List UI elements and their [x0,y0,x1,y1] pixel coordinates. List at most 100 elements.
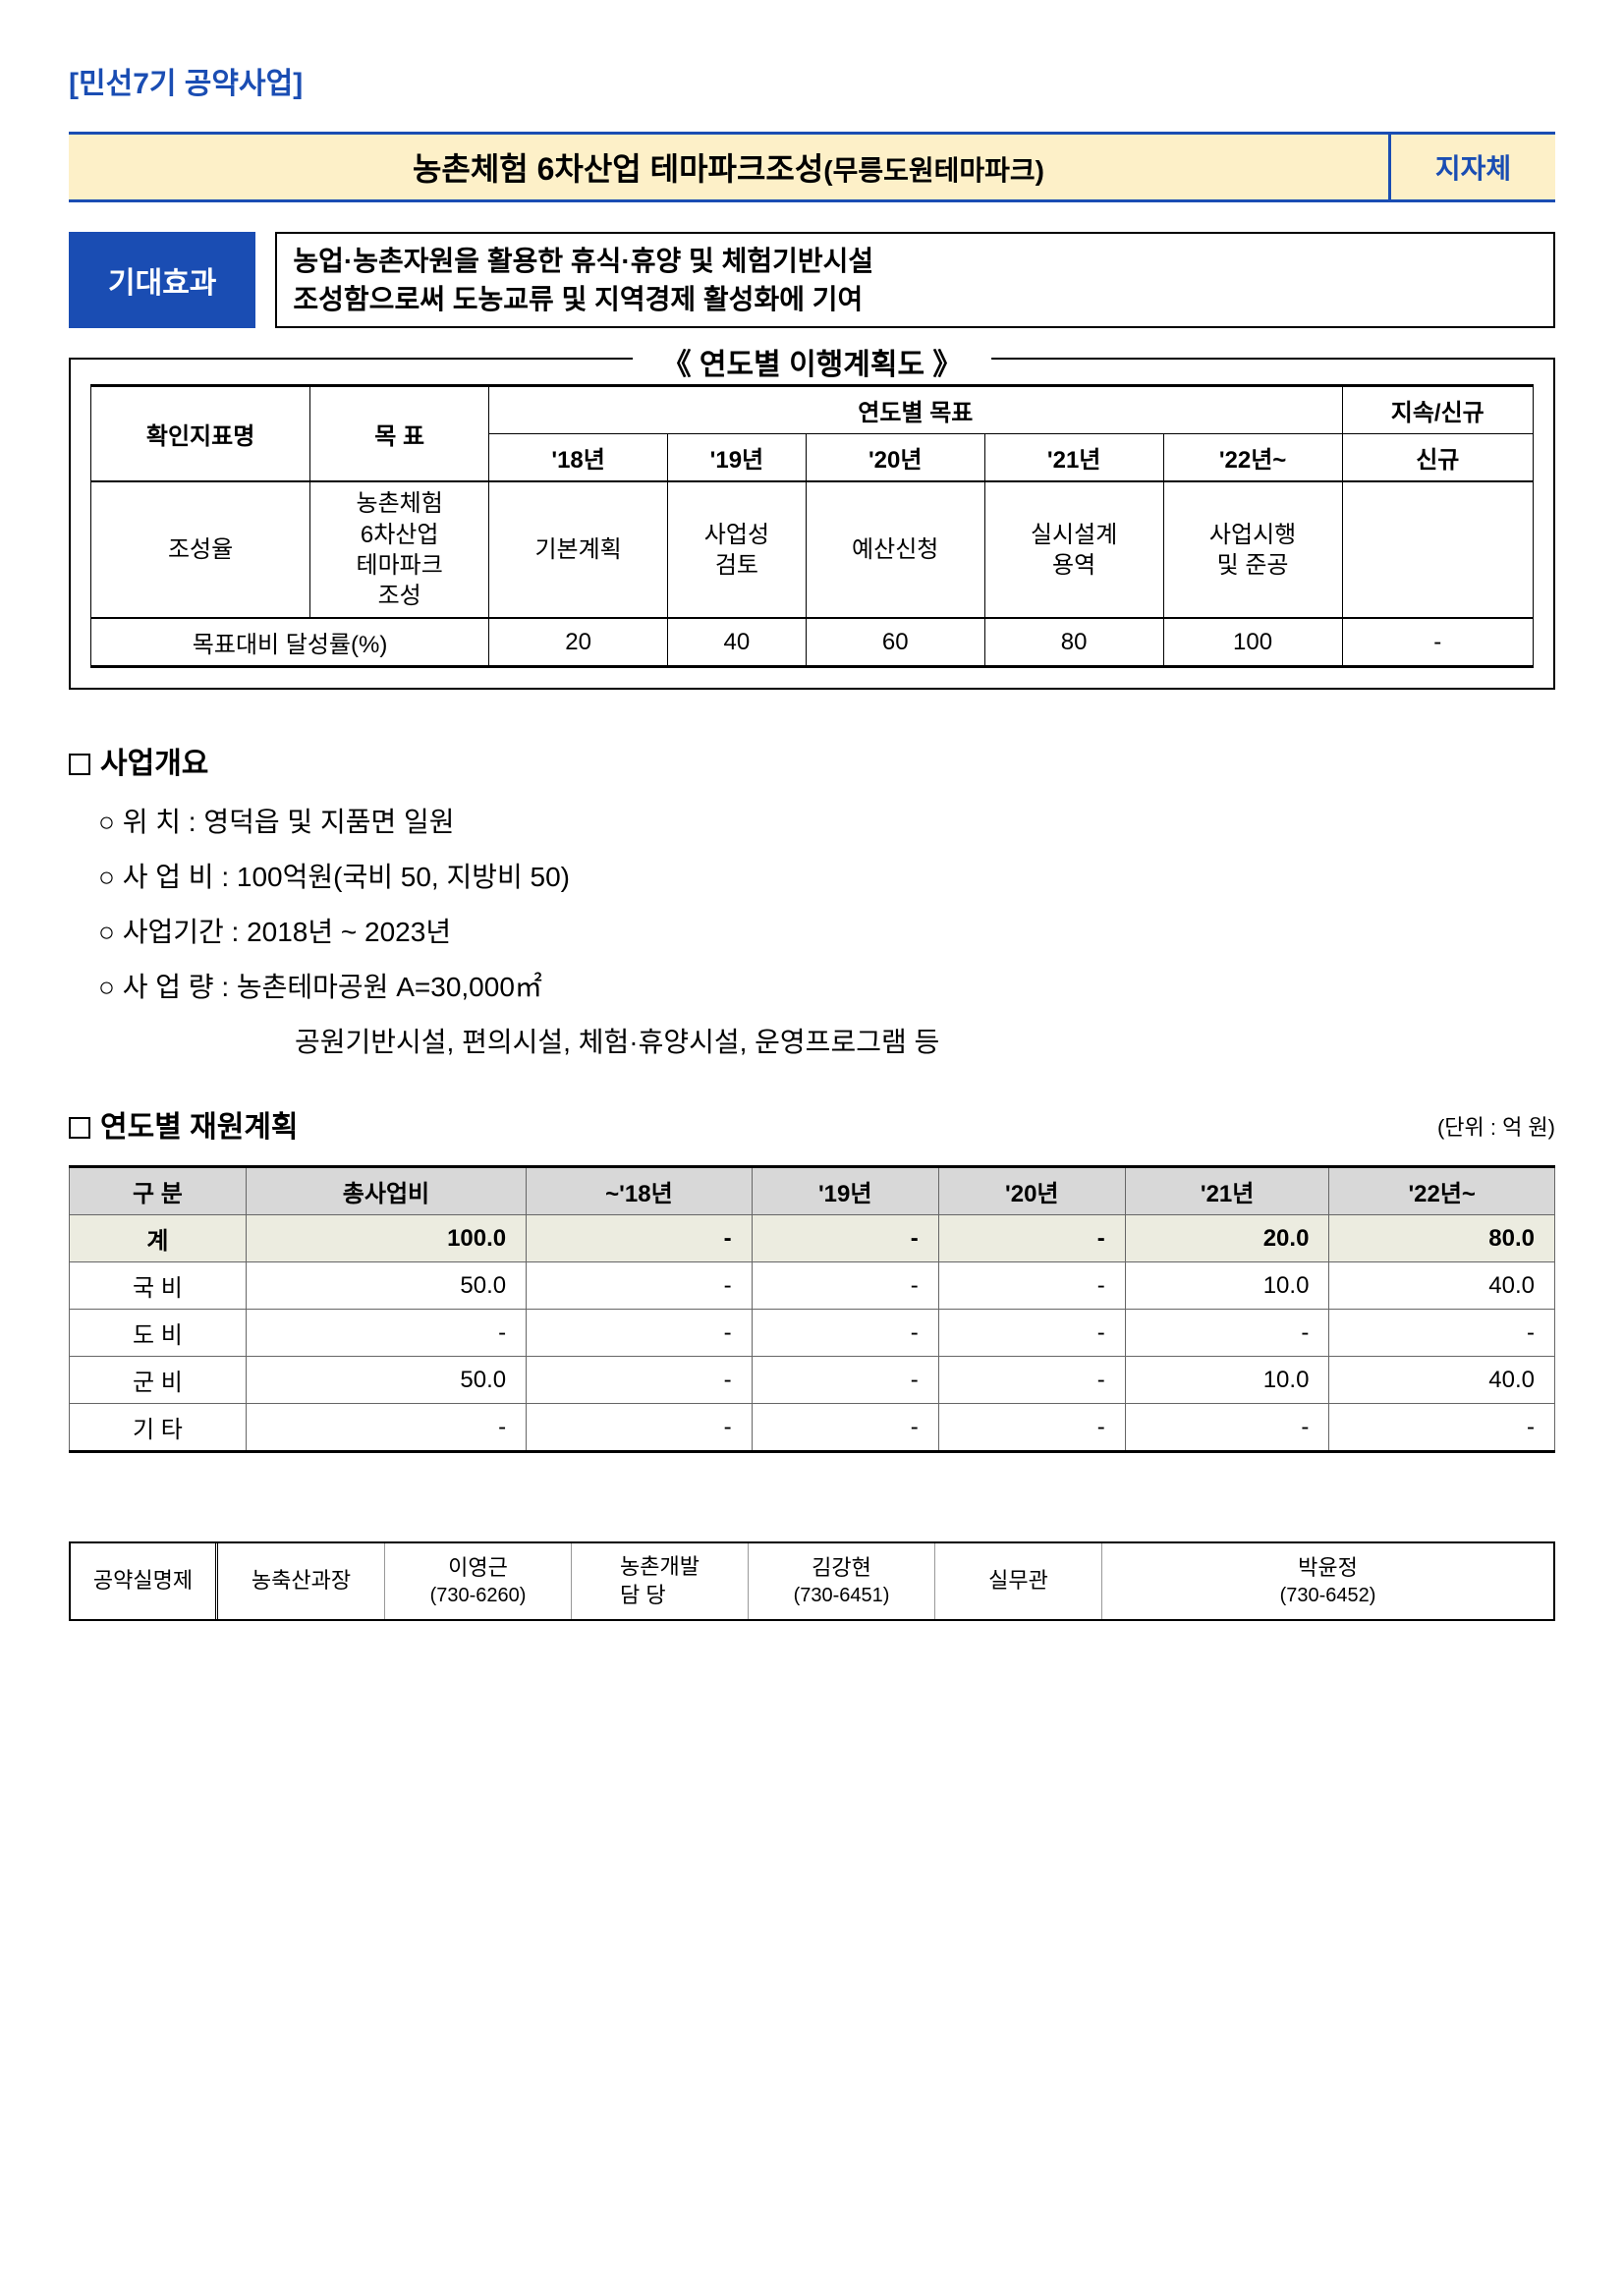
fr0v1: - [527,1215,753,1262]
fr2v0: - [246,1310,526,1357]
fr2v1: - [527,1310,753,1357]
av1: 40 [668,618,807,667]
fr4v4: - [1125,1404,1329,1452]
contacts-bar: 공약실명제 농축산과장 이영근 (730-6260) 농촌개발 담 당 김강현 … [69,1541,1555,1621]
effect-line2: 조성함으로써 도농교류 및 지역경제 활성화에 기여 [293,284,863,314]
ov-item-indent: 공원기반시설, 편의시설, 체험·휴양시설, 운영프로그램 등 [98,1022,1555,1063]
p3-tel: (730-6452) [1280,1583,1376,1608]
fr3l: 군 비 [70,1357,247,1404]
fr3v0: 50.0 [246,1357,526,1404]
fr3v5: 40.0 [1329,1357,1555,1404]
av2: 60 [806,618,984,667]
rv2: 예산신청 [806,481,984,618]
plan-table: 확인지표명 목 표 연도별 목표 지속/신규 '18년 '19년 '20년 '2… [90,384,1534,668]
row-indicator: 조성율 [91,481,310,618]
th-indicator: 확인지표명 [91,386,310,482]
plan-box: 《 연도별 이행계획도 》 확인지표명 목 표 연도별 목표 지속/신규 '18… [69,358,1555,690]
overview-list: 위 치 : 영덕읍 및 지품면 일원 사 업 비 : 100억원(국비 50, … [69,802,1555,1063]
fr0v4: 20.0 [1125,1215,1329,1262]
fr2v4: - [1125,1310,1329,1357]
contact-p3: 박윤정 (730-6452) [1102,1543,1553,1619]
title-bar: 농촌체험 6차산업 테마파크조성(무릉도원테마파크) 지자체 [69,132,1555,202]
funding-heading-text: 연도별 재원계획 [100,1111,299,1144]
p2-tel: (730-6451) [794,1583,890,1608]
fr0v3: - [938,1215,1125,1262]
fh5: '21년 [1125,1167,1329,1215]
th-y22: '22년~ [1163,434,1342,482]
fh2: ~'18년 [527,1167,753,1215]
rv0: 기본계획 [489,481,668,618]
rv-blank [1342,481,1533,618]
fr0v5: 80.0 [1329,1215,1555,1262]
funding-table: 구 분 총사업비 ~'18년 '19년 '20년 '21년 '22년~ 계 10… [69,1165,1555,1453]
fr0l: 계 [70,1215,247,1262]
funding-heading: 연도별 재원계획 (단위 : 억 원) [69,1102,1555,1146]
contact-p1: 이영근 (730-6260) [385,1543,572,1619]
ov-item-1: 사 업 비 : 100억원(국비 50, 지방비 50) [98,857,1555,898]
header-tag: [민선7기 공약사업] [69,59,1555,102]
fr1v4: 10.0 [1125,1262,1329,1310]
fr1v0: 50.0 [246,1262,526,1310]
effect-text: 농업·농촌자원을 활용한 휴식·휴양 및 체험기반시설 조성함으로써 도농교류 … [275,232,1555,328]
th-y18: '18년 [489,434,668,482]
fh0: 구 분 [70,1167,247,1215]
fr4v1: - [527,1404,753,1452]
p3-name: 박윤정 [1298,1554,1358,1583]
fr4v3: - [938,1404,1125,1452]
contact-role2: 실무관 [935,1543,1102,1619]
th-type-val: 신규 [1342,434,1533,482]
fr2v3: - [938,1310,1125,1357]
box-icon [69,1117,90,1139]
title-main-text: 농촌체험 6차산업 테마파크조성 [413,151,823,187]
effect-row: 기대효과 농업·농촌자원을 활용한 휴식·휴양 및 체험기반시설 조성함으로써 … [69,232,1555,328]
p1-tel: (730-6260) [430,1583,527,1608]
fr1l: 국 비 [70,1262,247,1310]
fr4v2: - [752,1404,938,1452]
av4: 100 [1163,618,1342,667]
fr3v4: 10.0 [1125,1357,1329,1404]
fr4l: 기 타 [70,1404,247,1452]
effect-label: 기대효과 [69,232,255,328]
av0: 20 [489,618,668,667]
fr0v2: - [752,1215,938,1262]
fh3: '19년 [752,1167,938,1215]
fr2v2: - [752,1310,938,1357]
fr2l: 도 비 [70,1310,247,1357]
p2-name: 김강현 [812,1554,871,1583]
row-target: 농촌체험 6차산업 테마파크 조성 [310,481,489,618]
fr3v3: - [938,1357,1125,1404]
contact-p2: 김강현 (730-6451) [749,1543,935,1619]
fr1v5: 40.0 [1329,1262,1555,1310]
fh1: 총사업비 [246,1167,526,1215]
title-main: 농촌체험 6차산업 테마파크조성(무릉도원테마파크) [69,135,1388,199]
funding-unit: (단위 : 억 원) [1437,1110,1555,1142]
title-side: 지자체 [1388,135,1555,199]
ov-item-3: 사 업 량 : 농촌테마공원 A=30,000㎡ [98,967,1555,1008]
fr2v5: - [1329,1310,1555,1357]
rv1: 사업성 검토 [668,481,807,618]
contact-role: 공약실명제 [71,1543,218,1619]
th-yearly: 연도별 목표 [489,386,1342,434]
p1-name: 이영근 [448,1554,508,1583]
rv3: 실시설계 용역 [984,481,1163,618]
contact-team: 농촌개발 담 당 [572,1543,749,1619]
fh4: '20년 [938,1167,1125,1215]
fr1v1: - [527,1262,753,1310]
th-y21: '21년 [984,434,1163,482]
ov-item-0: 위 치 : 영덕읍 및 지품면 일원 [98,802,1555,843]
contact-dept: 농축산과장 [218,1543,385,1619]
th-y20: '20년 [806,434,984,482]
fr4v0: - [246,1404,526,1452]
box-icon [69,754,90,775]
ov-item-2: 사업기간 : 2018년 ~ 2023년 [98,912,1555,953]
title-sub-text: (무릉도원테마파크) [823,155,1044,186]
th-y19: '19년 [668,434,807,482]
fr1v3: - [938,1262,1125,1310]
overview-heading-text: 사업개요 [100,748,208,780]
effect-line1: 농업·농촌자원을 활용한 휴식·휴양 및 체험기반시설 [293,246,873,276]
fr4v5: - [1329,1404,1555,1452]
fr3v2: - [752,1357,938,1404]
av3: 80 [984,618,1163,667]
plan-title: 《 연도별 이행계획도 》 [633,340,992,383]
fr1v2: - [752,1262,938,1310]
